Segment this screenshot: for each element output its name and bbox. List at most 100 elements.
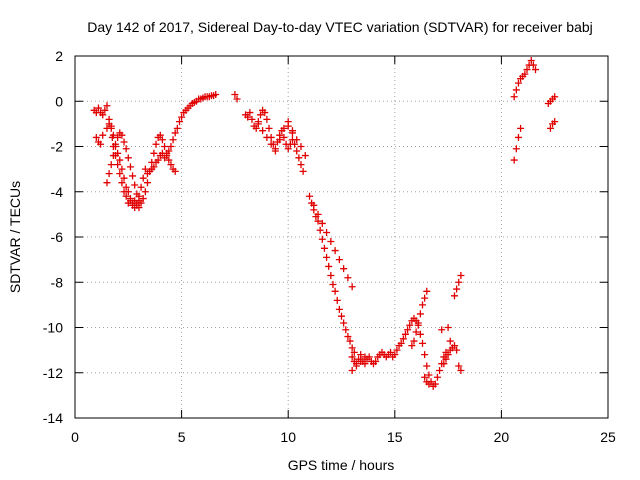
data-point	[514, 79, 522, 87]
data-point	[146, 167, 154, 175]
data-point	[444, 351, 452, 359]
data-point	[327, 238, 335, 246]
data-point	[348, 353, 356, 361]
data-point	[444, 324, 452, 331]
data-point	[141, 188, 149, 196]
data-point	[154, 156, 162, 164]
data-point	[419, 301, 427, 309]
data-point	[523, 66, 531, 74]
data-point	[167, 143, 175, 150]
data-point	[295, 154, 303, 162]
data-point	[169, 136, 177, 144]
plot-frame	[74, 55, 609, 419]
data-point	[391, 351, 399, 359]
data-point	[114, 133, 122, 141]
data-point	[340, 319, 348, 327]
data-point	[393, 346, 401, 354]
data-point	[344, 274, 352, 282]
data-point	[156, 131, 164, 139]
data-point	[323, 228, 331, 236]
data-point	[425, 371, 433, 379]
data-point	[126, 163, 134, 171]
data-point	[173, 124, 181, 132]
data-point	[301, 152, 309, 160]
data-point	[112, 143, 120, 150]
tick-layer	[74, 55, 609, 419]
data-point	[423, 287, 431, 295]
data-point	[94, 104, 102, 112]
data-point	[116, 170, 124, 178]
data-point	[335, 305, 343, 313]
data-point	[316, 226, 324, 234]
data-point	[261, 109, 269, 117]
data-point	[212, 90, 220, 98]
data-point	[438, 326, 446, 334]
x-tick-label: 20	[494, 429, 510, 445]
data-point	[256, 111, 264, 119]
data-point	[361, 353, 369, 361]
grid-layer	[75, 56, 608, 418]
data-point	[118, 165, 126, 173]
data-point	[122, 145, 130, 153]
data-point	[103, 124, 111, 132]
data-point	[408, 342, 416, 350]
data-point	[120, 138, 128, 146]
data-point	[165, 156, 173, 164]
data-point	[116, 156, 124, 164]
data-point	[141, 165, 149, 173]
data-point	[455, 362, 463, 370]
data-point	[512, 86, 520, 94]
data-point	[118, 131, 126, 139]
data-point	[421, 351, 429, 359]
data-point	[259, 127, 267, 135]
y-tick-label: 2	[55, 48, 63, 64]
data-point	[99, 131, 107, 139]
y-tick-label: -2	[51, 139, 64, 155]
data-point	[446, 337, 454, 345]
data-point	[325, 262, 333, 270]
data-point	[291, 140, 299, 148]
x-tick-label: 5	[178, 429, 186, 445]
data-point	[331, 247, 339, 255]
data-point	[320, 244, 328, 252]
data-point	[139, 195, 147, 203]
data-point	[124, 154, 132, 162]
data-point	[333, 296, 341, 304]
data-point	[139, 174, 147, 182]
data-point	[352, 362, 360, 370]
data-point	[329, 281, 337, 289]
data-point	[527, 57, 535, 65]
x-axis-title: GPS time / hours	[288, 457, 395, 473]
data-point	[137, 199, 145, 207]
data-point	[348, 344, 356, 352]
data-point	[252, 124, 260, 132]
data-point	[306, 192, 314, 200]
data-point	[271, 147, 279, 155]
data-point	[161, 143, 169, 150]
data-point	[404, 326, 412, 334]
data-point	[101, 106, 109, 114]
data-point	[338, 312, 345, 320]
data-point	[163, 149, 171, 157]
data-point	[453, 346, 461, 354]
y-tick-label: -4	[51, 184, 64, 200]
data-point	[280, 133, 288, 141]
data-point	[244, 113, 252, 121]
data-point	[397, 339, 405, 347]
data-point	[453, 285, 461, 293]
data-point	[178, 113, 186, 121]
data-point	[419, 339, 427, 347]
data-point	[92, 133, 100, 141]
data-point	[120, 174, 128, 182]
data-point	[314, 210, 322, 218]
data-point	[440, 360, 448, 368]
data-point	[126, 195, 134, 203]
data-point	[103, 179, 111, 187]
data-point	[109, 131, 117, 139]
data-point	[514, 133, 522, 141]
data-point	[410, 337, 418, 345]
data-point	[348, 366, 356, 374]
data-point	[331, 287, 339, 295]
